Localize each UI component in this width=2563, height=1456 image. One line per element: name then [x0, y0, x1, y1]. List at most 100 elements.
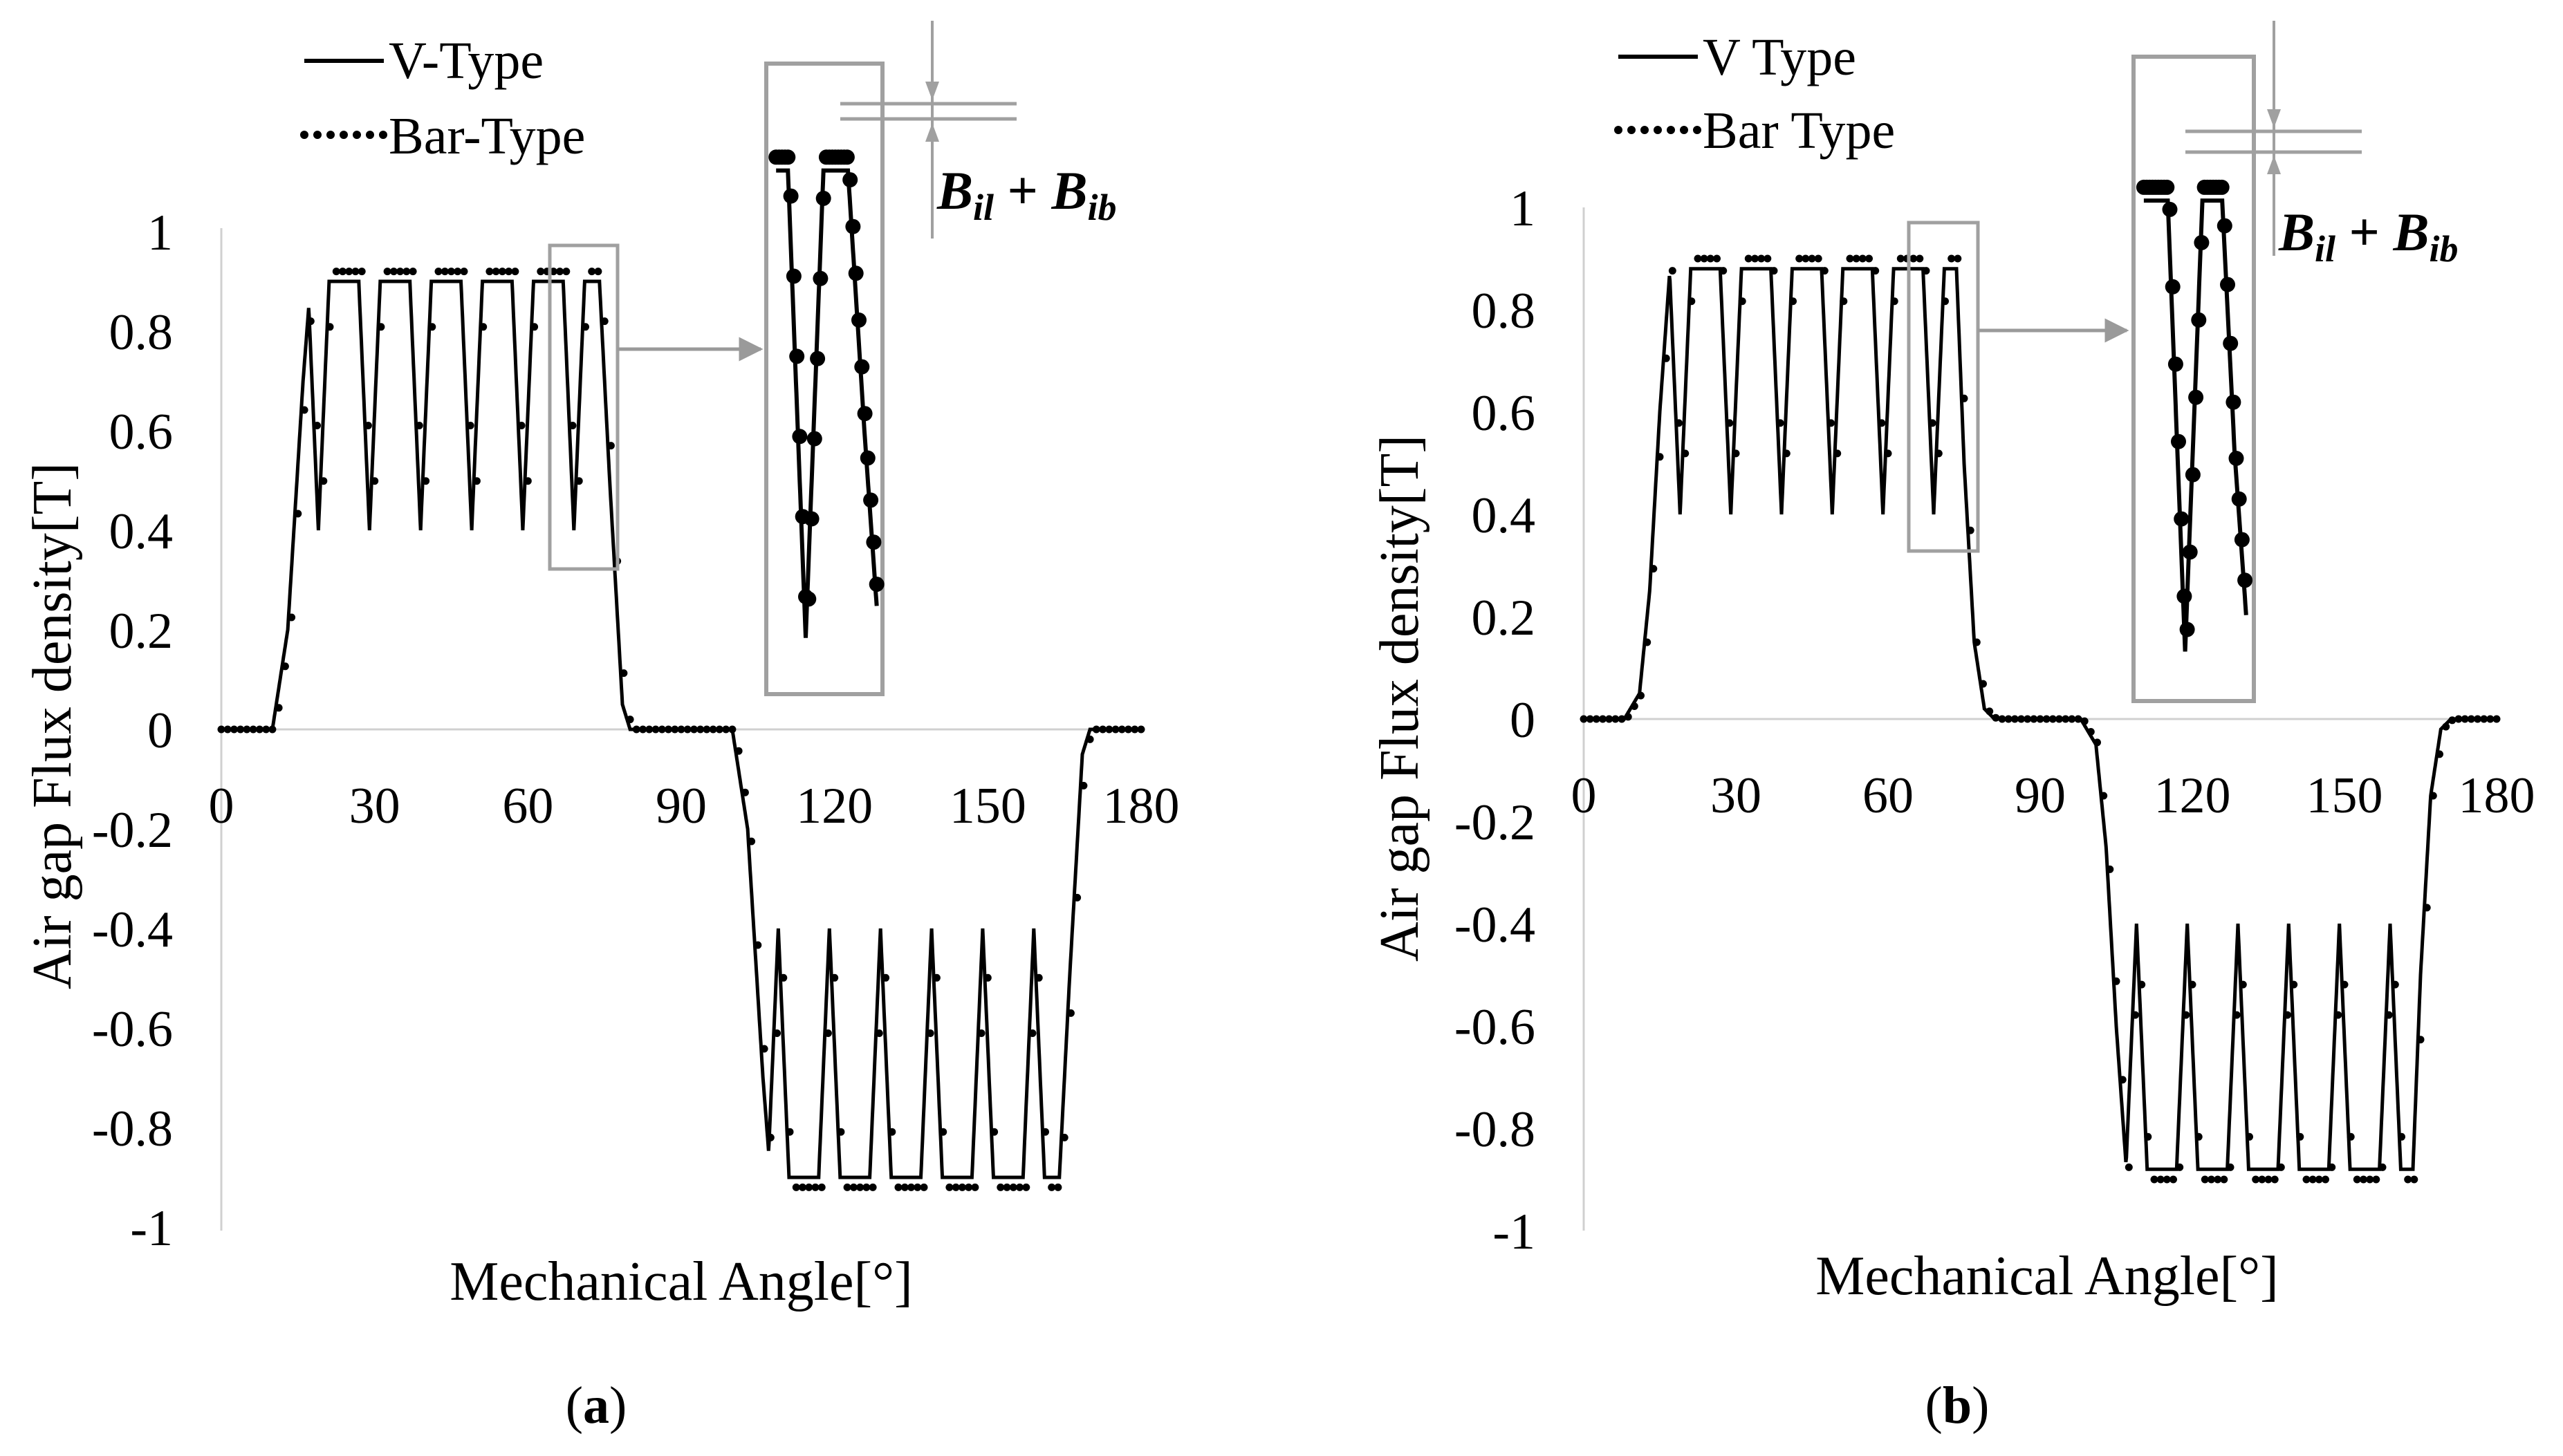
- bar-type-point: [2302, 1175, 2311, 1184]
- x-tick-label: 30: [1710, 767, 1761, 824]
- bar-type-point: [824, 1029, 832, 1037]
- bar-type-point: [230, 725, 238, 734]
- bar-type-point: [1941, 297, 1949, 306]
- bar-type-point: [1003, 1183, 1011, 1191]
- panel-label-b: (b): [1925, 1376, 1990, 1435]
- inset-bar-type-point: [2159, 179, 2175, 195]
- bar-type-point: [620, 669, 628, 678]
- bar-type-point: [320, 477, 328, 485]
- bar-type-point: [1611, 715, 1620, 723]
- bar-type-point: [2410, 1175, 2418, 1184]
- bar-type-point: [1846, 254, 1854, 263]
- bar-type-point: [2436, 750, 2443, 758]
- bar-type-point: [1668, 267, 1676, 275]
- bar-type-point: [556, 268, 564, 276]
- x-tick-label: 90: [2015, 767, 2066, 824]
- bar-type-point: [1954, 254, 1962, 263]
- inset-bar-type-point: [2214, 179, 2230, 195]
- inset-bar-type-point: [2167, 356, 2183, 372]
- bar-type-point: [2258, 1175, 2266, 1184]
- inset-bar-type-point: [789, 348, 805, 364]
- bar-type-point: [1998, 715, 2006, 723]
- bar-type-point: [2398, 1132, 2405, 1141]
- bar-type-point: [517, 422, 526, 429]
- bar-type-point: [511, 268, 519, 276]
- bar-type-point: [2163, 1175, 2171, 1184]
- bar-type-point: [2118, 1076, 2127, 1084]
- bar-type-point: [1757, 254, 1766, 263]
- bar-type-point: [2017, 715, 2025, 723]
- bar-type-point: [2284, 1011, 2291, 1019]
- bar-type-point: [1656, 453, 1664, 461]
- x-tick-label: 60: [502, 778, 553, 834]
- bar-type-point: [1605, 715, 1613, 723]
- inset-bar-type-point: [863, 492, 879, 508]
- inset-bar-type-point: [2171, 433, 2186, 449]
- bar-type-point: [2100, 792, 2108, 800]
- annotation-expression-a: Bil + Bib: [936, 160, 1117, 228]
- annotation-arrowhead-up-b: [2267, 156, 2281, 174]
- bar-type-point: [1125, 725, 1132, 734]
- bar-type-point: [364, 422, 372, 429]
- bar-type-point: [1662, 354, 1670, 362]
- bar-type-point: [2423, 904, 2431, 912]
- bar-type-point: [817, 1183, 826, 1191]
- annotation-expression-b: Bil + Bib: [2278, 202, 2459, 270]
- bar-type-point: [2182, 1011, 2190, 1019]
- bar-type-point: [1599, 715, 1607, 723]
- bar-type-point: [1060, 1133, 1068, 1141]
- bar-type-point: [2080, 717, 2089, 725]
- bar-type-point: [1086, 735, 1094, 743]
- zoom-selection-box-b: [1907, 221, 1980, 553]
- bar-type-point: [1922, 267, 1930, 275]
- bar-type-point: [645, 725, 654, 734]
- bar-type-point: [2150, 1175, 2158, 1184]
- inset-bar-type-point: [783, 188, 799, 204]
- bar-type-point: [1706, 254, 1714, 263]
- bar-type-point: [1035, 973, 1043, 982]
- bar-type-point: [389, 268, 398, 276]
- y-tick-label: -0.8: [92, 1101, 173, 1157]
- bar-type-point: [2068, 715, 2076, 723]
- bar-type-point: [715, 725, 723, 734]
- series-markers-bar-type: [1580, 254, 2501, 1184]
- bar-type-point: [837, 1128, 845, 1136]
- inset-bar-type-point: [2162, 201, 2178, 217]
- inset-bar-type-point: [854, 359, 870, 375]
- inset-bar-type-point: [839, 149, 855, 165]
- bar-type-point: [849, 1183, 858, 1191]
- bar-type-point: [2194, 1132, 2203, 1141]
- bar-type-point: [2246, 1132, 2253, 1141]
- bar-type-point: [658, 725, 666, 734]
- bar-type-point: [377, 323, 385, 331]
- y-tick-label: 0: [147, 702, 173, 759]
- bar-type-point: [2454, 715, 2463, 723]
- bar-type-point: [703, 725, 711, 734]
- y-tick-label: -0.4: [1454, 897, 1535, 953]
- bar-type-point: [1986, 707, 1994, 716]
- legend-a: V-Type Bar-Type: [300, 32, 585, 165]
- bar-type-point: [875, 1029, 883, 1037]
- y-tick-label: 0: [1510, 692, 1535, 749]
- bar-type-point: [2270, 1175, 2279, 1184]
- bar-type-point: [479, 323, 488, 331]
- inset-bar-type-point: [848, 265, 864, 281]
- bar-type-point: [1789, 297, 1797, 306]
- harmonic-annotation-b: Bil + Bib: [2185, 21, 2459, 270]
- bar-type-point: [313, 422, 321, 429]
- bar-type-point: [671, 725, 679, 734]
- bar-type-point: [594, 268, 602, 276]
- bar-type-point: [2308, 1175, 2317, 1184]
- bar-type-point: [1694, 254, 1702, 263]
- bar-type-point: [1630, 702, 1638, 710]
- bar-type-point: [1814, 254, 1822, 263]
- bar-type-point: [217, 725, 225, 734]
- inset-bar-type-point: [2185, 467, 2201, 483]
- bar-type-point: [2264, 1175, 2273, 1184]
- bar-type-point: [268, 725, 277, 734]
- inset-bar-type-point: [815, 190, 831, 206]
- bar-type-point: [2416, 1036, 2425, 1044]
- y-tick-label: 0.4: [1472, 487, 1536, 544]
- bar-type-point: [447, 268, 455, 276]
